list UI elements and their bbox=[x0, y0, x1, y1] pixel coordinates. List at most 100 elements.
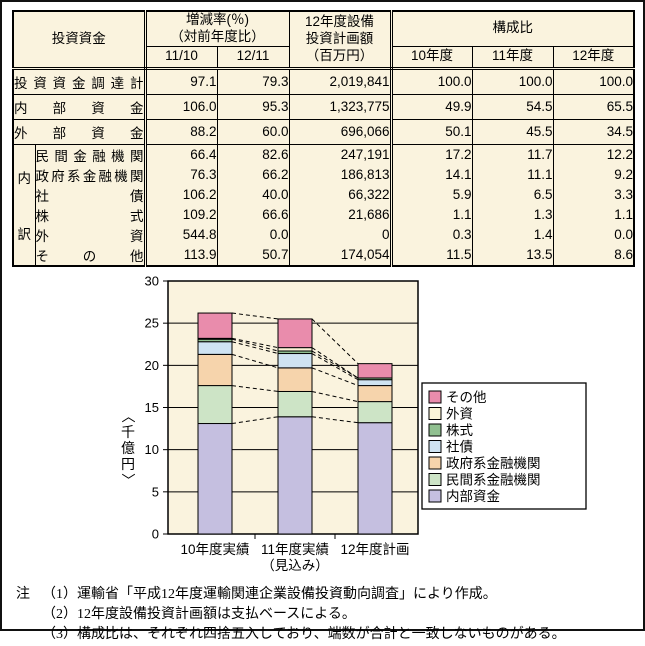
value-cell: 2,019,841 bbox=[288, 67, 393, 95]
legend-swatch bbox=[428, 390, 442, 404]
x-category-label: （見込み） bbox=[261, 558, 329, 573]
value-cell: 50.1 bbox=[390, 118, 473, 145]
bar-segment bbox=[277, 346, 313, 352]
bar-segment bbox=[277, 416, 313, 535]
row-label: その他 bbox=[34, 244, 147, 266]
value-cell: 66.4 bbox=[144, 144, 218, 165]
table-row: 社債 106.2 40.0 66,322 5.9 6.5 3.3 bbox=[13, 184, 635, 205]
value-cell: 6.5 bbox=[471, 184, 554, 205]
connector-line bbox=[311, 352, 359, 380]
bar-segment bbox=[357, 400, 393, 423]
value-cell: 0.3 bbox=[390, 224, 473, 245]
bar-segment bbox=[357, 384, 393, 402]
value-cell: 11.1 bbox=[471, 164, 554, 185]
value-cell: 1.4 bbox=[471, 224, 554, 245]
legend-label: 外資 bbox=[446, 406, 473, 421]
value-cell: 34.5 bbox=[552, 118, 635, 145]
value-cell: 109.2 bbox=[144, 204, 218, 225]
x-category-label: 12年度計画 bbox=[340, 542, 409, 557]
connector-line bbox=[231, 416, 279, 424]
value-cell: 186,813 bbox=[288, 164, 393, 185]
legend-box bbox=[421, 382, 587, 510]
value-cell: 49.9 bbox=[390, 93, 473, 120]
legend-swatch bbox=[428, 439, 442, 453]
header-change-11-10: 11/10 bbox=[144, 45, 218, 70]
table-row: 政府系金融機関 76.3 66.2 186,813 14.1 11.1 9.2 bbox=[13, 164, 635, 185]
y-axis-label-char: 億 bbox=[121, 440, 135, 456]
legend-label: その他 bbox=[446, 390, 487, 405]
value-cell: 0.0 bbox=[552, 224, 635, 245]
table-row: 投資資金調達計 97.1 79.3 2,019,841 100.0 100.0 100.0 bbox=[12, 67, 635, 95]
connector-line bbox=[231, 312, 279, 320]
legend-swatch bbox=[428, 406, 442, 420]
legend-label: 内部資金 bbox=[446, 489, 500, 504]
value-cell: 9.2 bbox=[552, 164, 635, 185]
header-composition: 構成比 bbox=[390, 10, 635, 47]
header-funds: 投資資金 bbox=[12, 10, 147, 70]
table-row: 内訳民間金融機関 66.4 82.6 247,191 17.2 11.7 12.2 bbox=[12, 143, 635, 267]
row-label: 株式 bbox=[34, 204, 147, 225]
value-cell: 13.5 bbox=[471, 244, 554, 266]
bar-segment bbox=[277, 352, 313, 369]
x-category-label: 10年度実績 bbox=[180, 542, 249, 557]
header-plan-amount: 12年度設備 投資計画額 （百万円） bbox=[288, 10, 393, 70]
table-row: 内部資金 106.0 95.3 1,323,775 49.9 54.5 65.5 bbox=[12, 93, 635, 120]
value-cell: 100.0 bbox=[471, 67, 554, 95]
value-cell: 54.5 bbox=[471, 93, 554, 120]
footnote-line: （2）12年度設備投資計画額は支払ベースによる。 bbox=[42, 607, 356, 623]
bar-segment bbox=[197, 422, 233, 535]
value-cell: 8.6 bbox=[552, 244, 635, 266]
bar-segment bbox=[277, 367, 313, 392]
legend-swatch bbox=[428, 423, 442, 437]
value-cell: 79.3 bbox=[216, 67, 290, 95]
connector-line bbox=[231, 340, 279, 354]
bar-segment bbox=[357, 378, 393, 386]
footnotes: 注 （1）運輸省「平成12年度運輸関連企業設備投資動向調査」により作成。 （2）… bbox=[16, 585, 631, 646]
table-row: その他 113.9 50.7 174,054 11.5 13.5 8.6 bbox=[13, 244, 635, 266]
value-cell: 88.2 bbox=[144, 118, 218, 145]
value-cell: 11.5 bbox=[390, 244, 473, 266]
header-change-12-11: 12/11 bbox=[216, 45, 290, 70]
legend-swatch bbox=[428, 489, 442, 503]
row-label: 投資資金調達計 bbox=[12, 67, 147, 95]
value-cell: 14.1 bbox=[390, 164, 473, 185]
value-cell: 100.0 bbox=[390, 67, 473, 95]
breakdown-header-text: 内訳 bbox=[17, 170, 32, 242]
value-cell: 50.7 bbox=[216, 244, 290, 266]
bar-segment bbox=[197, 340, 233, 355]
value-cell: 106.2 bbox=[144, 184, 218, 205]
value-cell: 544.8 bbox=[144, 224, 218, 245]
value-cell: 17.2 bbox=[390, 144, 473, 165]
table-row: 外資 544.8 0.0 0 0.3 1.4 0.0 bbox=[13, 224, 635, 245]
value-cell: 696,066 bbox=[288, 118, 393, 145]
connector-line bbox=[311, 346, 359, 379]
y-tick-label: 5 bbox=[152, 484, 159, 499]
header-change-rate-line2: （対前年度比） bbox=[170, 28, 265, 44]
connector-line bbox=[231, 384, 279, 392]
connector-line bbox=[311, 318, 359, 364]
value-cell: 97.1 bbox=[144, 67, 218, 95]
bar-segment bbox=[197, 384, 233, 424]
value-cell: 1.1 bbox=[552, 204, 635, 225]
value-cell: 0.0 bbox=[216, 224, 290, 245]
legend-label: 株式 bbox=[446, 423, 473, 438]
row-label: 社債 bbox=[34, 184, 147, 205]
legend-label: 政府系金融機関 bbox=[446, 456, 541, 471]
header-plan-line3: （百万円） bbox=[305, 47, 374, 63]
bar-segment bbox=[357, 362, 393, 379]
footnote-line: （3）構成比は、それぞれ四捨五入しており、端数が合計と一致しないものがある。 bbox=[42, 627, 566, 643]
value-cell: 66.6 bbox=[216, 204, 290, 225]
header-comp-fy10: 10年度 bbox=[390, 45, 473, 70]
bar-segment bbox=[277, 390, 313, 418]
funds-table-body: 投資資金調達計 97.1 79.3 2,019,841 100.0 100.0 100.0 内… bbox=[12, 67, 635, 267]
connector-line bbox=[311, 390, 359, 402]
connector-line bbox=[311, 350, 359, 379]
x-category-label: 11年度実績 bbox=[261, 542, 329, 557]
value-cell: 100.0 bbox=[552, 67, 635, 95]
footnote-prefix: 注 bbox=[16, 586, 30, 602]
row-label: 外部資金 bbox=[12, 118, 147, 145]
row-label: 民間金融機関 bbox=[34, 144, 147, 165]
row-label: 政府系金融機関 bbox=[34, 164, 147, 185]
value-cell: 5.9 bbox=[390, 184, 473, 205]
